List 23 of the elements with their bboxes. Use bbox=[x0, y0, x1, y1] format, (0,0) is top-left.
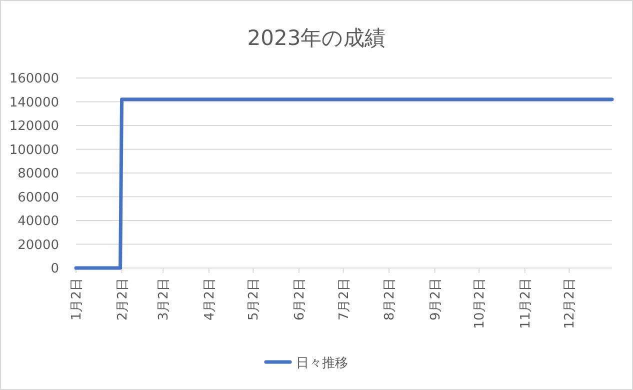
chart-title: 2023年の成績 bbox=[247, 26, 386, 50]
y-tick-label: 140000 bbox=[9, 95, 59, 110]
x-tick-label: 3月2日 bbox=[156, 278, 172, 321]
x-tick-label: 10月2日 bbox=[472, 278, 488, 329]
x-tick-label: 8月2日 bbox=[382, 278, 398, 321]
x-tick-label: 12月2日 bbox=[562, 278, 578, 329]
legend-label: 日々推移 bbox=[296, 356, 348, 371]
y-tick-label: 60000 bbox=[18, 190, 59, 206]
y-tick-label: 80000 bbox=[18, 166, 59, 182]
x-tick-label: 9月2日 bbox=[428, 278, 444, 321]
x-tick-label: 5月2日 bbox=[246, 278, 262, 321]
x-tick-label: 11月2日 bbox=[518, 278, 534, 329]
x-tick-label: 4月2日 bbox=[202, 278, 218, 321]
x-tick-label: 2月2日 bbox=[115, 278, 130, 321]
x-tick-label: 6月2日 bbox=[292, 278, 308, 321]
y-tick-label: 100000 bbox=[9, 142, 59, 158]
y-tick-label: 160000 bbox=[9, 72, 59, 86]
y-tick-label: 120000 bbox=[9, 119, 59, 134]
y-tick-label: 20000 bbox=[18, 238, 59, 253]
y-tick-label: 40000 bbox=[18, 214, 59, 229]
y-tick-label: 0 bbox=[50, 262, 59, 276]
x-tick-label: 1月2日 bbox=[70, 278, 84, 321]
x-tick-label: 7月2日 bbox=[336, 278, 352, 321]
